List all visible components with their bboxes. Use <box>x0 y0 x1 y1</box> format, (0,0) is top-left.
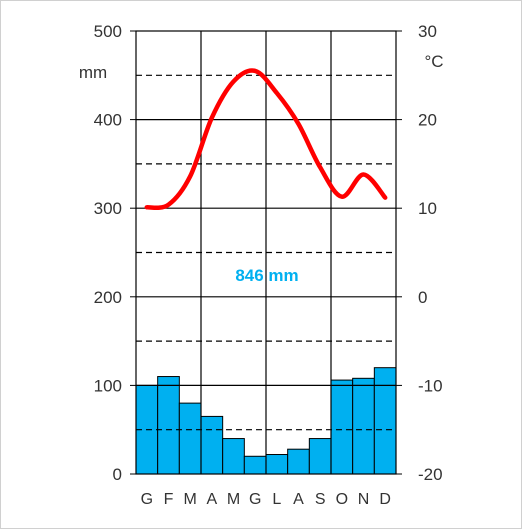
precipitation-bar <box>352 377 375 475</box>
month-label: L <box>272 491 281 508</box>
precipitation-bar <box>308 438 332 475</box>
right-tick-label: 30 <box>418 22 437 41</box>
right-axis-unit: °C <box>424 52 443 71</box>
month-label: D <box>379 491 391 508</box>
precipitation-bar <box>243 455 267 475</box>
precipitation-bar <box>373 367 397 475</box>
month-label: A <box>206 491 217 508</box>
left-axis-unit: mm <box>79 63 107 82</box>
precipitation-total-label: 846 mm <box>235 266 298 285</box>
month-label: M <box>227 491 240 508</box>
precipitation-bar <box>287 448 310 475</box>
right-tick-label: -20 <box>418 465 443 484</box>
left-tick-label: 100 <box>94 376 122 395</box>
month-label: N <box>358 491 370 508</box>
temperature-line-layer <box>144 68 388 211</box>
precipitation-bar <box>200 415 224 475</box>
right-tick-label: 0 <box>418 288 427 307</box>
temperature-line <box>144 68 388 211</box>
left-tick-label: 500 <box>94 22 122 41</box>
left-tick-label: 200 <box>94 288 122 307</box>
left-tick-label: 0 <box>113 465 122 484</box>
precipitation-bar <box>265 454 289 475</box>
month-label: S <box>315 491 326 508</box>
right-tick-label: -10 <box>418 376 443 395</box>
right-tick-label: 20 <box>418 111 437 130</box>
precipitation-bars <box>135 367 397 475</box>
month-label: O <box>336 491 348 508</box>
month-label: G <box>141 491 153 508</box>
precipitation-bar <box>157 376 180 475</box>
plot-border <box>135 30 397 475</box>
left-tick-label: 400 <box>94 111 122 130</box>
month-label: M <box>184 491 197 508</box>
month-label: F <box>164 491 174 508</box>
precipitation-bar <box>330 379 354 475</box>
precipitation-bar <box>222 438 245 475</box>
grid <box>136 31 396 474</box>
left-tick-label: 300 <box>94 199 122 218</box>
right-tick-label: 10 <box>418 199 437 218</box>
precipitation-bar <box>178 402 202 475</box>
month-label: G <box>249 491 261 508</box>
month-label: A <box>293 491 304 508</box>
